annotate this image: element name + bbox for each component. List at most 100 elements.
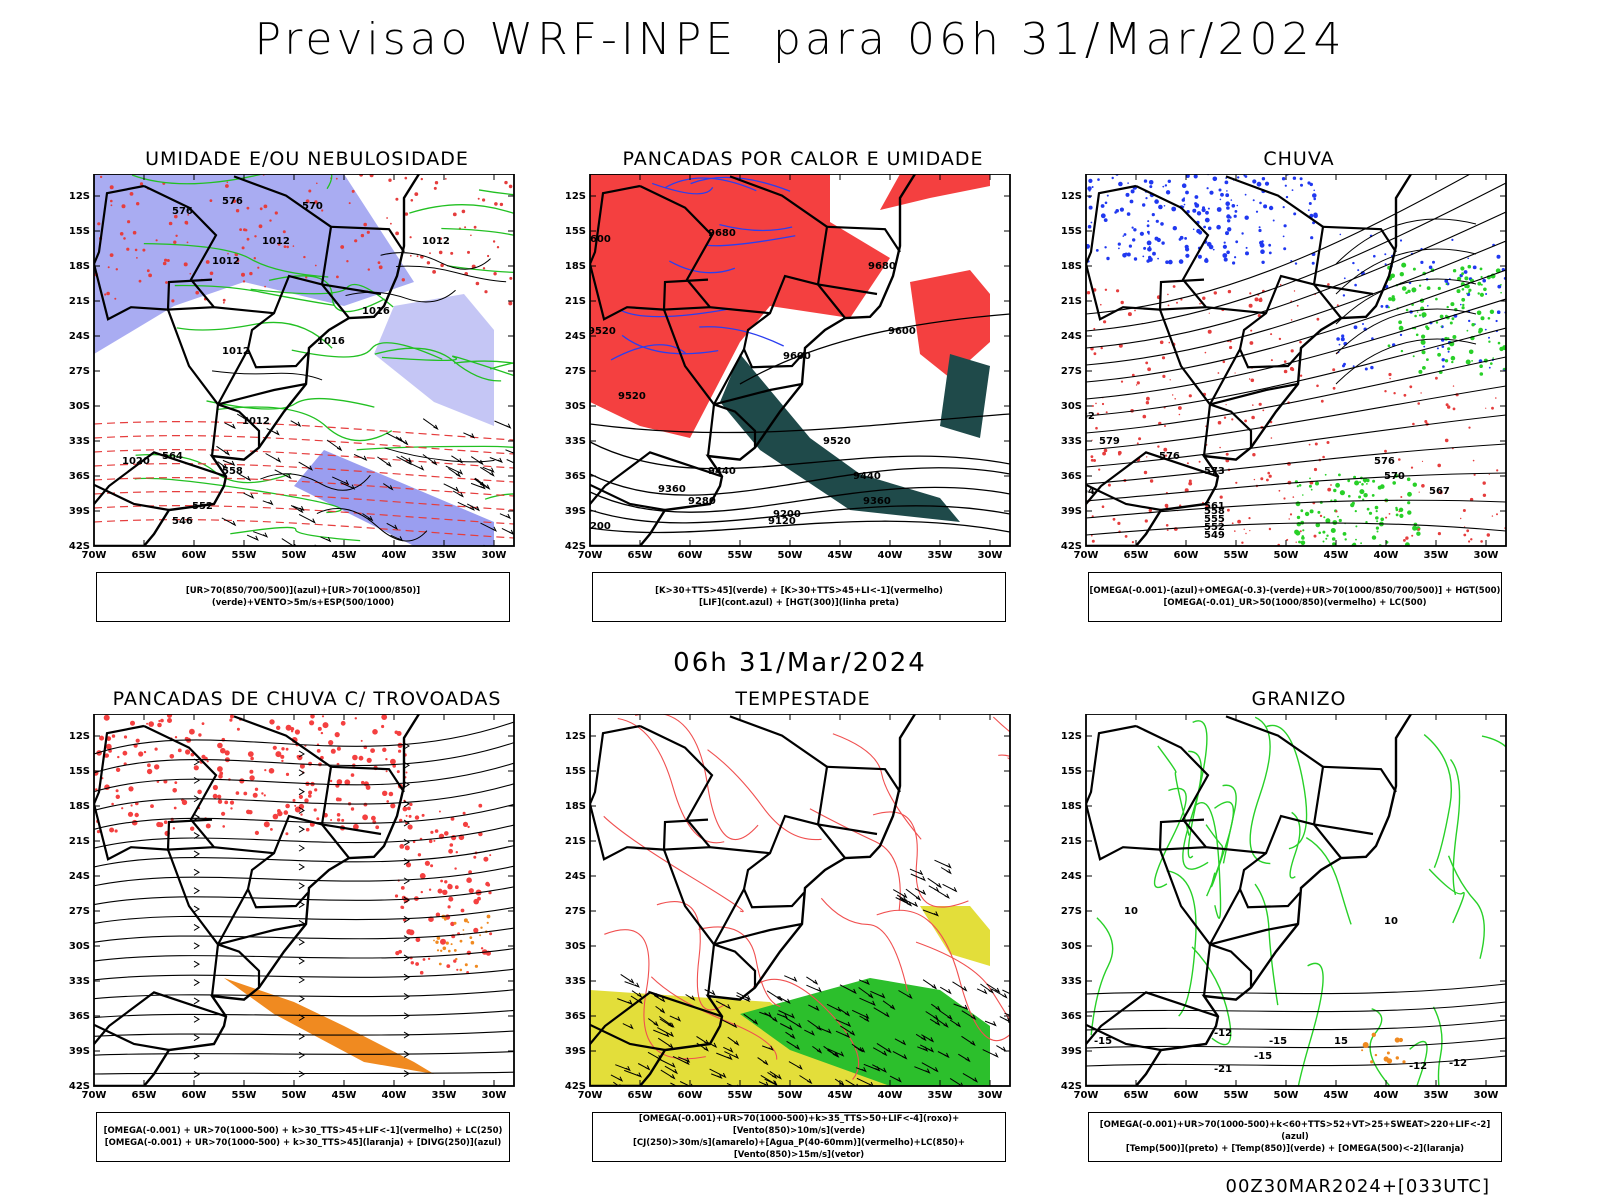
legend-line: [OMEGA(-0.001) + UR>70(1000-500) + k>30_… bbox=[104, 1138, 502, 1148]
contour-label: 9680 bbox=[868, 261, 896, 272]
lat-tick-label: 27S bbox=[69, 366, 90, 377]
legend-line: [Temp(500)](preto) + [Temp(850)](verde) … bbox=[1125, 1144, 1465, 1154]
lat-tick-label: 12S bbox=[69, 191, 90, 202]
panel-title: PANCADAS DE CHUVA C/ TROVOADAS bbox=[112, 688, 502, 710]
lat-tick-label: 42S bbox=[1061, 541, 1082, 552]
lat-tick-label: 33S bbox=[1061, 436, 1082, 447]
lat-tick-label: 24S bbox=[1061, 871, 1082, 882]
contour-label: 1012 bbox=[222, 346, 250, 357]
contour-label: -15 bbox=[1269, 1036, 1287, 1047]
panel-legend: [OMEGA(-0.001) + UR>70(1000-500) + k>30_… bbox=[96, 1112, 510, 1162]
contour-label: 564 bbox=[162, 451, 183, 462]
contour-label: 570 bbox=[302, 201, 323, 212]
lon-tick-label: 40W bbox=[1374, 550, 1399, 561]
lon-tick-label: 50W bbox=[282, 550, 307, 561]
lat-tick-label: 24S bbox=[69, 871, 90, 882]
lat-tick-label: 30S bbox=[69, 941, 90, 952]
lon-tick-label: 35W bbox=[928, 1090, 953, 1101]
lat-tick-label: 15S bbox=[69, 766, 90, 777]
lat-tick-label: 18S bbox=[565, 801, 586, 812]
lon-tick-label: 35W bbox=[432, 1090, 457, 1101]
contour-label: 576 bbox=[172, 206, 193, 217]
contour-label: -15 bbox=[1254, 1051, 1272, 1062]
lon-tick-label: 40W bbox=[878, 1090, 903, 1101]
lon-tick-label: 40W bbox=[878, 550, 903, 561]
lon-tick-label: 30W bbox=[978, 550, 1003, 561]
contour-label: -15 bbox=[1094, 1036, 1112, 1047]
panel-legend: [OMEGA(-0.001)+UR>70(1000-500)+k>35_TTS>… bbox=[592, 1112, 1006, 1162]
contour-label: 9440 bbox=[708, 466, 736, 477]
panel-title: CHUVA bbox=[1263, 148, 1335, 170]
contour-label: 558 bbox=[222, 466, 243, 477]
legend-line: [OMEGA(-0.001)+UR>70(1000-500)+k<60+TTS>… bbox=[1099, 1120, 1491, 1142]
panel-title: GRANIZO bbox=[1251, 688, 1347, 710]
run-timestamp: 00Z30MAR2024+[033UTC] bbox=[1225, 1176, 1490, 1197]
lat-tick-label: 12S bbox=[565, 731, 586, 742]
lon-tick-label: 60W bbox=[678, 1090, 703, 1101]
lat-tick-label: 27S bbox=[69, 906, 90, 917]
contour-label: -12 bbox=[1409, 1061, 1427, 1072]
lon-tick-label: 55W bbox=[1224, 1090, 1249, 1101]
lon-tick-label: 50W bbox=[1274, 550, 1299, 561]
lon-tick-label: 45W bbox=[1324, 550, 1349, 561]
lat-tick-label: 12S bbox=[1061, 731, 1082, 742]
contour-label: 9520 bbox=[588, 326, 616, 337]
lat-tick-label: 39S bbox=[1061, 1046, 1082, 1057]
contour-label: 9680 bbox=[708, 228, 736, 239]
lat-tick-label: 15S bbox=[69, 226, 90, 237]
lon-tick-label: 65W bbox=[1124, 550, 1149, 561]
lat-tick-label: 33S bbox=[565, 436, 586, 447]
contour-label: 576 bbox=[222, 196, 243, 207]
lon-tick-label: 55W bbox=[728, 1090, 753, 1101]
contour-label: 546 bbox=[172, 516, 193, 527]
lat-tick-label: 33S bbox=[69, 436, 90, 447]
contour-label: 576 bbox=[1159, 451, 1180, 462]
lat-tick-label: 12S bbox=[565, 191, 586, 202]
legend-line: [OMEGA(-0.001)+UR>70(1000-500)+k>35_TTS>… bbox=[638, 1114, 960, 1136]
contour-label: 9440 bbox=[853, 471, 881, 482]
lon-tick-label: 70W bbox=[82, 550, 107, 561]
lat-tick-label: 21S bbox=[69, 836, 90, 847]
lat-tick-label: 39S bbox=[565, 506, 586, 517]
lon-tick-label: 40W bbox=[382, 1090, 407, 1101]
lat-tick-label: 36S bbox=[565, 471, 586, 482]
lon-tick-label: 65W bbox=[132, 1090, 157, 1101]
lat-tick-label: 42S bbox=[565, 541, 586, 552]
legend-line: [OMEGA(-0.001) + UR>70(1000-500) + k>30_… bbox=[103, 1126, 503, 1136]
contour-label: 579 bbox=[1099, 436, 1120, 447]
lat-tick-label: 15S bbox=[1061, 766, 1082, 777]
lat-tick-label: 33S bbox=[565, 976, 586, 987]
lon-tick-label: 30W bbox=[1474, 550, 1499, 561]
lat-tick-label: 27S bbox=[1061, 366, 1082, 377]
lat-tick-label: 24S bbox=[565, 871, 586, 882]
lat-tick-label: 27S bbox=[1061, 906, 1082, 917]
lat-tick-label: 21S bbox=[1061, 836, 1082, 847]
lat-tick-label: 24S bbox=[565, 331, 586, 342]
lon-tick-label: 55W bbox=[728, 550, 753, 561]
lon-tick-label: 70W bbox=[82, 1090, 107, 1101]
lon-tick-label: 60W bbox=[678, 550, 703, 561]
lat-tick-label: 21S bbox=[1061, 296, 1082, 307]
contour-label: 9520 bbox=[823, 436, 851, 447]
panel-legend: [OMEGA(-0.001)+UR>70(1000-500)+k<60+TTS>… bbox=[1088, 1112, 1502, 1162]
lat-tick-label: 15S bbox=[565, 766, 586, 777]
lon-tick-label: 50W bbox=[778, 550, 803, 561]
map-canvas: -15 -15 -15 -12 -12 -12 -21 15 10 10 12S 15S 18S 21S 2… bbox=[1061, 714, 1507, 1101]
contour-label: 558 bbox=[1204, 506, 1225, 517]
contour-label: 1016 bbox=[317, 336, 345, 347]
lat-tick-label: 42S bbox=[69, 541, 90, 552]
contour-label: -21 bbox=[1214, 1064, 1232, 1075]
lon-tick-label: 30W bbox=[482, 550, 507, 561]
contour-label: 9520 bbox=[618, 391, 646, 402]
panel-title: TEMPESTADE bbox=[735, 688, 871, 710]
lat-tick-label: 33S bbox=[1061, 976, 1082, 987]
map-panel: PANCADAS DE CHUVA C/ TROVOADAS 12S 15S 18S 2… bbox=[69, 688, 542, 1188]
legend-line: [UR>70(850/700/500)](azul)+[UR>70(1000/8… bbox=[185, 586, 421, 608]
contour-label: 9360 bbox=[658, 484, 686, 495]
lon-tick-label: 30W bbox=[978, 1090, 1003, 1101]
lat-tick-label: 39S bbox=[69, 506, 90, 517]
contour-label: 570 bbox=[1384, 471, 1405, 482]
contour-label: 567 bbox=[1429, 486, 1450, 497]
lat-tick-label: 18S bbox=[69, 801, 90, 812]
